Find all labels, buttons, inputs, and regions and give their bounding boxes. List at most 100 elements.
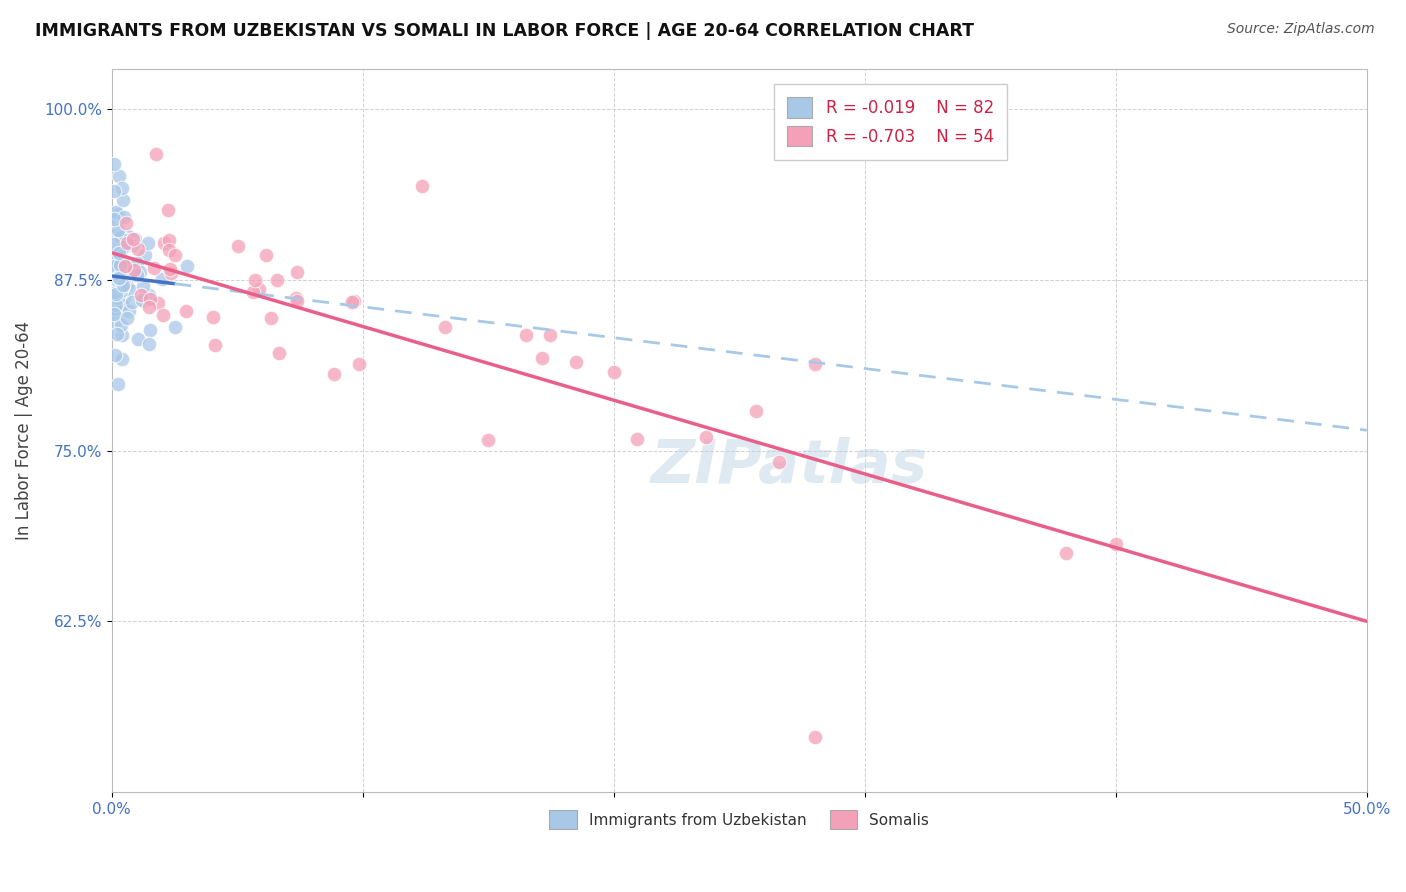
- Point: [131, 293, 153, 308]
- Point: [110, 351, 132, 366]
- Point: [104, 205, 127, 219]
- Point: [515, 328, 537, 343]
- Y-axis label: In Labor Force | Age 20-64: In Labor Force | Age 20-64: [15, 321, 32, 540]
- Point: [112, 232, 135, 246]
- Point: [153, 235, 176, 250]
- Point: [145, 147, 167, 161]
- Point: [110, 318, 132, 332]
- Point: [127, 332, 149, 346]
- Point: [266, 273, 288, 287]
- Point: [269, 346, 291, 360]
- Point: [134, 248, 156, 262]
- Point: [260, 310, 283, 325]
- Point: [110, 284, 132, 298]
- Point: [105, 272, 128, 286]
- Point: [138, 337, 160, 351]
- Text: Source: ZipAtlas.com: Source: ZipAtlas.com: [1227, 22, 1375, 37]
- Point: [105, 291, 128, 305]
- Point: [107, 223, 129, 237]
- Point: [347, 357, 370, 371]
- Point: [138, 301, 160, 315]
- Point: [105, 214, 128, 228]
- Point: [105, 304, 128, 318]
- Point: [120, 258, 142, 272]
- Point: [202, 310, 225, 325]
- Point: [125, 255, 148, 269]
- Point: [114, 216, 136, 230]
- Text: ZIPatlas: ZIPatlas: [651, 437, 928, 496]
- Point: [104, 302, 127, 317]
- Point: [136, 235, 159, 250]
- Point: [121, 294, 143, 309]
- Point: [603, 365, 626, 379]
- Point: [156, 202, 179, 217]
- Text: IMMIGRANTS FROM UZBEKISTAN VS SOMALI IN LABOR FORCE | AGE 20-64 CORRELATION CHAR: IMMIGRANTS FROM UZBEKISTAN VS SOMALI IN …: [35, 22, 974, 40]
- Point: [117, 228, 139, 243]
- Point: [122, 263, 145, 277]
- Point: [118, 284, 141, 298]
- Point: [243, 273, 266, 287]
- Point: [105, 286, 128, 301]
- Point: [107, 207, 129, 221]
- Point: [157, 233, 180, 247]
- Point: [127, 242, 149, 256]
- Point: [104, 254, 127, 268]
- Point: [108, 236, 131, 251]
- Point: [803, 358, 825, 372]
- Point: [803, 731, 825, 745]
- Point: [104, 259, 127, 273]
- Point: [768, 454, 790, 468]
- Point: [176, 259, 198, 273]
- Point: [103, 185, 125, 199]
- Point: [285, 293, 308, 308]
- Point: [110, 267, 132, 281]
- Point: [157, 244, 180, 258]
- Point: [530, 351, 553, 365]
- Point: [108, 230, 131, 244]
- Point: [104, 285, 127, 300]
- Point: [152, 308, 174, 322]
- Point: [111, 180, 134, 194]
- Point: [124, 232, 146, 246]
- Point: [1054, 546, 1077, 560]
- Point: [112, 290, 135, 304]
- Point: [129, 287, 152, 301]
- Point: [115, 236, 138, 251]
- Point: [129, 265, 152, 279]
- Point: [112, 278, 135, 293]
- Point: [104, 298, 127, 312]
- Point: [204, 338, 226, 352]
- Point: [226, 238, 249, 252]
- Point: [745, 404, 768, 418]
- Point: [103, 211, 125, 226]
- Point: [131, 279, 153, 293]
- Point: [115, 267, 138, 281]
- Point: [104, 248, 127, 262]
- Point: [146, 295, 169, 310]
- Point: [160, 266, 183, 280]
- Point: [163, 248, 186, 262]
- Point: [108, 255, 131, 269]
- Point: [105, 272, 128, 286]
- Point: [118, 304, 141, 318]
- Point: [105, 266, 128, 280]
- Point: [285, 265, 308, 279]
- Point: [114, 259, 136, 273]
- Point: [104, 256, 127, 270]
- Point: [150, 272, 173, 286]
- Point: [107, 269, 129, 284]
- Point: [411, 179, 433, 194]
- Point: [115, 278, 138, 293]
- Point: [565, 355, 588, 369]
- Point: [112, 193, 135, 207]
- Point: [477, 433, 499, 447]
- Point: [108, 297, 131, 311]
- Point: [138, 287, 160, 301]
- Point: [322, 368, 344, 382]
- Point: [247, 282, 270, 296]
- Point: [138, 323, 160, 337]
- Point: [254, 248, 277, 262]
- Point: [695, 430, 717, 444]
- Point: [108, 258, 131, 272]
- Point: [112, 272, 135, 286]
